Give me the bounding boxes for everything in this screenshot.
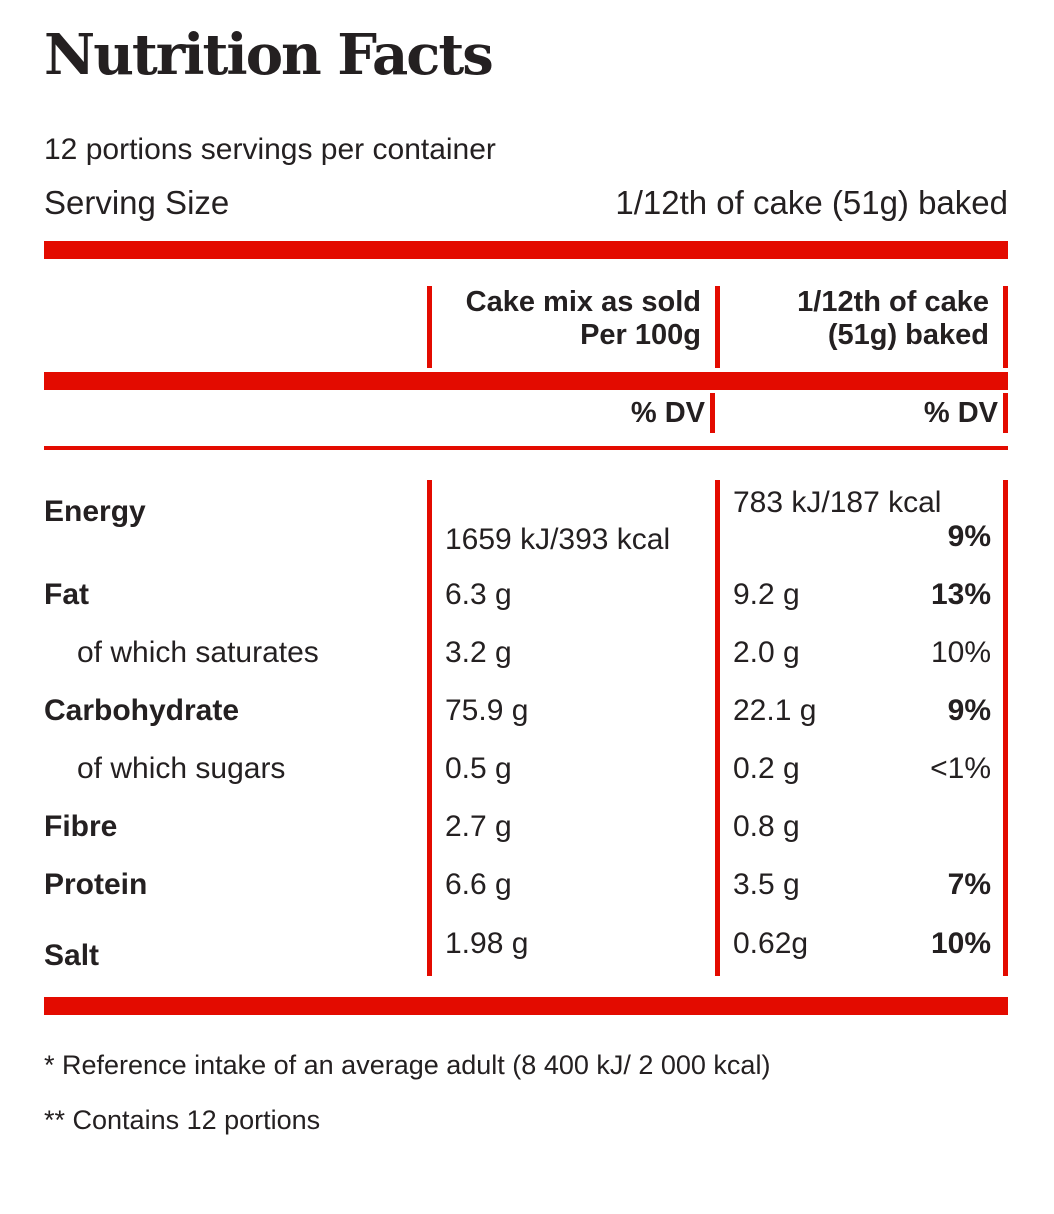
divider-bar-middle	[44, 372, 1008, 390]
page-title: Nutrition Facts	[44, 22, 494, 88]
nutrient-value-per100g: 75.9 g	[427, 682, 715, 740]
divider-bar-top	[44, 241, 1008, 259]
nutrient-value-perserving: 0.2 g	[733, 752, 800, 785]
dv-header-baked: % DV	[715, 393, 1008, 433]
nutrient-value-per100g: 6.6 g	[427, 856, 715, 914]
nutrient-value-per100g: 1659 kJ/393 kcal	[427, 480, 715, 566]
nutrient-value-perserving: 0.62g	[733, 927, 809, 960]
nutrient-label: Carbohydrate	[44, 694, 240, 727]
nutrient-perserving-cell: 783 kJ/187 kcal 9%	[715, 480, 1008, 566]
nutrient-label: Fibre	[44, 810, 118, 843]
column-header-row: Cake mix as sold Per 100g 1/12th of cake…	[44, 286, 1008, 368]
dv-header-row: % DV % DV	[44, 393, 1008, 433]
column-header-as-sold-line1: Cake mix as sold	[465, 286, 701, 318]
footnote-contains-portions: ** Contains 12 portions	[44, 1105, 321, 1135]
serving-size-row: Serving Size 1/12th of cake (51g) baked	[44, 183, 1008, 223]
nutrient-table: Energy 1659 kJ/393 kcal 783 kJ/187 kcal …	[44, 480, 1008, 976]
serving-size-value: 1/12th of cake (51g) baked	[615, 184, 1008, 221]
column-header-spacer	[44, 286, 427, 368]
nutrient-row-fibre: Fibre 2.7 g 0.8 g	[44, 798, 1008, 856]
nutrient-label: Protein	[44, 868, 148, 901]
column-header-baked: 1/12th of cake (51g) baked	[715, 286, 1008, 368]
nutrient-row-fat: Fat 6.3 g 9.2 g 13%	[44, 566, 1008, 624]
nutrient-value-perserving: 0.8 g	[733, 810, 800, 843]
nutrient-value-perserving: 783 kJ/187 kcal	[733, 486, 942, 519]
nutrient-row-sugars: of which sugars 0.5 g 0.2 g <1%	[44, 740, 1008, 798]
nutrient-row-energy: Energy 1659 kJ/393 kcal 783 kJ/187 kcal …	[44, 480, 1008, 566]
nutrient-dv: 10%	[930, 927, 991, 960]
nutrient-value-perserving: 2.0 g	[733, 636, 800, 669]
nutrient-label: Fat	[44, 578, 89, 611]
dv-header-as-sold: % DV	[427, 393, 715, 433]
nutrient-dv: 9%	[947, 694, 991, 727]
nutrient-value-per100g: 6.3 g	[427, 566, 715, 624]
divider-bar-bottom	[44, 997, 1008, 1015]
nutrition-label: Nutrition Facts 12 portions servings per…	[44, 26, 1008, 1137]
nutrient-value-per100g: 0.5 g	[427, 740, 715, 798]
nutrient-dv: 7%	[947, 868, 991, 901]
divider-line-thin	[44, 446, 1008, 450]
nutrient-label: Energy	[44, 495, 146, 528]
nutrient-label: Salt	[44, 939, 100, 972]
nutrient-value-per100g: 2.7 g	[427, 798, 715, 856]
nutrient-perserving-cell: 22.1 g 9%	[715, 682, 1008, 740]
nutrient-value-perserving: 22.1 g	[733, 694, 817, 727]
nutrient-perserving-cell: 0.8 g	[715, 798, 1008, 856]
column-header-baked-line2: (51g) baked	[827, 319, 989, 351]
column-header-baked-line1: 1/12th of cake	[797, 286, 989, 318]
nutrient-perserving-cell: 3.5 g 7%	[715, 856, 1008, 914]
nutrient-dv: 13%	[930, 578, 991, 611]
nutrient-row-protein: Protein 6.6 g 3.5 g 7%	[44, 856, 1008, 914]
column-header-as-sold: Cake mix as sold Per 100g	[427, 286, 715, 368]
nutrient-row-salt: Salt 1.98 g 0.62g 10%	[44, 914, 1008, 976]
nutrient-label: of which saturates	[77, 636, 319, 669]
nutrient-value-perserving: 9.2 g	[733, 578, 800, 611]
nutrient-label: of which sugars	[77, 752, 286, 785]
nutrient-dv: 10%	[930, 636, 991, 669]
nutrient-perserving-cell: 2.0 g 10%	[715, 624, 1008, 682]
nutrient-value-per100g: 3.2 g	[427, 624, 715, 682]
footnote-reference-intake: * Reference intake of an average adult (…	[44, 1050, 771, 1080]
servings-per-container: 12 portions servings per container	[44, 133, 496, 166]
nutrient-perserving-cell: 0.2 g <1%	[715, 740, 1008, 798]
column-header-as-sold-line2: Per 100g	[580, 319, 701, 351]
nutrient-value-perserving: 3.5 g	[733, 868, 800, 901]
dv-header-spacer	[44, 393, 427, 433]
nutrient-value-per100g: 1.98 g	[427, 914, 715, 976]
nutrient-dv: <1%	[930, 752, 991, 785]
nutrient-row-saturates: of which saturates 3.2 g 2.0 g 10%	[44, 624, 1008, 682]
nutrient-perserving-cell: 9.2 g 13%	[715, 566, 1008, 624]
nutrient-dv: 9%	[947, 520, 991, 553]
nutrient-perserving-cell: 0.62g 10%	[715, 914, 1008, 976]
serving-size-label: Serving Size	[44, 184, 230, 221]
nutrient-row-carbohydrate: Carbohydrate 75.9 g 22.1 g 9%	[44, 682, 1008, 740]
